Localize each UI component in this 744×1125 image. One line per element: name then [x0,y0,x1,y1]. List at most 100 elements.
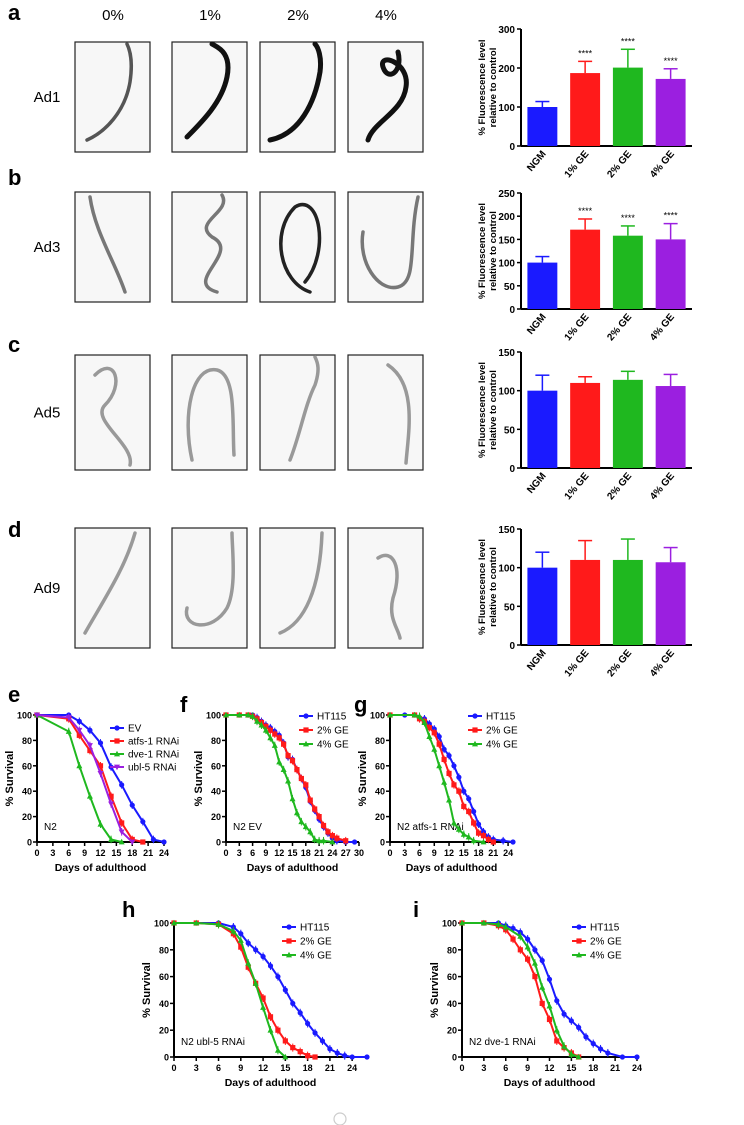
y-tick-label: 100 [370,711,385,721]
data-point [459,919,465,926]
y-axis-label: % Survival [193,751,205,807]
data-point [114,764,120,771]
worm-image [347,41,424,153]
data-point [495,921,502,927]
data-point [305,1020,311,1027]
data-point [436,762,443,769]
y-tick-label: 20 [159,1026,169,1036]
strain-annotation: N2 ubl-5 RNAi [181,1037,245,1048]
y-tick-label: 60 [22,761,32,771]
y-tick-label: 50 [504,425,516,436]
data-point [450,819,457,826]
data-point [475,821,482,827]
data-point [480,919,487,926]
worm [186,368,236,462]
data-point [298,775,304,782]
data-point [334,835,340,841]
data-point [546,1002,553,1009]
y-tick-label: 0 [216,838,221,848]
data-point [290,1045,296,1051]
y-tick-label: 0 [509,641,515,652]
concentration-header: 4% [375,7,397,24]
worm [386,363,411,465]
worm [85,42,133,142]
data-point [319,1038,326,1044]
data-point [258,721,265,728]
data-point [510,936,516,942]
data-point [65,715,72,721]
panel-letter: f [180,692,188,717]
data-point [237,937,244,943]
x-tick-label: 24 [503,848,513,858]
row-label: Ad1 [34,89,61,106]
worm-image [259,527,336,649]
data-point [76,727,83,734]
data-point [76,718,82,724]
data-point [245,711,252,718]
data-point [466,796,472,802]
data-point [297,1010,303,1016]
data-point [472,713,478,719]
y-tick-label: 100 [498,387,515,398]
data-point [532,974,538,980]
data-point [303,740,309,747]
data-point [446,796,453,803]
bar [655,239,686,309]
bar [570,559,601,645]
y-tick-label: 250 [498,189,515,200]
x-tick-label: 21 [488,848,498,858]
x-tick-label: 9 [525,1063,530,1073]
x-tick-label: 18 [588,1063,598,1073]
data-point [525,936,531,942]
worm-image [259,41,336,153]
data-point [316,814,322,820]
data-point [249,713,256,719]
data-point [305,1053,311,1059]
y-tick-label: 60 [211,761,221,771]
data-point [108,793,114,799]
data-point [517,947,523,953]
x-tick-label: 0 [34,848,39,858]
data-point [119,820,125,826]
y-tick-label: 80 [211,736,221,746]
data-point [351,839,358,845]
y-axis-label: % Fluorescence levelrelative to control [477,539,499,635]
x-tick-label: 2% GE [605,149,634,181]
y-tick-label: 100 [498,103,515,114]
data-point [441,746,447,752]
data-point [634,1054,640,1060]
significance-label: **** [621,36,636,46]
data-point [252,980,259,986]
worm-image [171,527,248,649]
data-point [276,735,282,741]
data-point [140,819,146,825]
data-point [286,951,292,958]
data-point [334,1050,340,1056]
x-tick-label: 4% GE [648,471,677,503]
data-point [329,833,335,839]
x-tick-label: 15 [459,848,469,858]
data-point [460,831,467,837]
y-tick-label: 20 [447,1026,457,1036]
y-tick-label: 100 [498,564,515,575]
x-tick-label: 18 [303,1063,313,1073]
bar-chart-b: 0 50 100 150 200 250 % Fluorescence levelrelat… [477,189,692,343]
data-point [524,943,531,950]
data-point [561,1043,568,1049]
data-point [245,940,251,946]
data-point [364,1054,370,1060]
x-tick-label: 3 [194,1063,199,1073]
data-point [461,803,467,810]
x-tick-label: 1% GE [563,471,592,503]
data-point [436,733,442,740]
bar [612,379,643,468]
y-tick-label: 60 [447,972,457,982]
y-tick-label: 200 [498,64,515,75]
data-point [254,718,261,724]
x-tick-label: NGM [525,648,548,673]
data-point [253,947,259,953]
concentration-header: 1% [199,7,221,24]
bar [570,229,601,309]
y-axis-label: % Survival [357,751,369,807]
data-point [490,839,496,845]
